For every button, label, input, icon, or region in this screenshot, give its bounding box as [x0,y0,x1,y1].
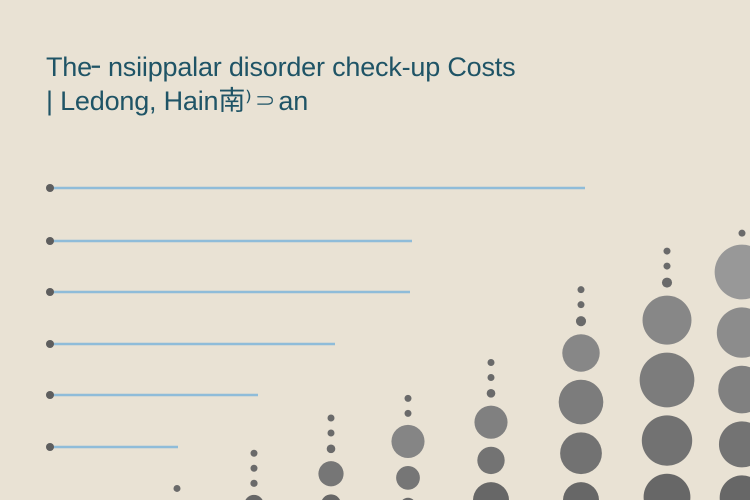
bubble-col-5-1 [402,497,414,500]
gridline-start-dot [46,443,54,451]
bubble-col-9-4 [716,307,750,358]
bubble-col-4-1 [321,494,341,500]
bubble-col-5-3 [391,424,425,458]
bubble-col-3-2 [250,479,258,487]
gridline-start-dot [46,340,54,348]
bubble-col-8-2 [641,415,693,466]
gridline-start-dot [46,237,54,245]
bubble-col-4-2 [318,461,344,487]
bubble-col-5-2 [396,465,420,490]
bubble-col-6-2 [477,446,505,475]
bubble-col-7-6 [577,301,585,309]
gridline-start-dot [46,184,54,192]
bubble-col-8-4 [642,295,692,345]
bubble-col-3-1 [245,494,263,500]
bubble-col-4-5 [327,414,335,422]
bubble-col-8-1 [643,473,691,500]
chart-title-line-1: The╴nsiippalar disorder check-up Costs [46,52,516,82]
bubble-col-8-7 [663,247,671,255]
bubble-col-8-6 [663,262,671,270]
bubble-col-9-5 [714,244,750,300]
bubble-col-4-4 [327,429,335,437]
bubble-col-9-1 [719,475,750,500]
bubble-col-4-3 [326,444,336,454]
gridline-start-dot [46,288,54,296]
bubble-col-9-2 [718,421,750,468]
bubble-col-3-4 [250,449,258,457]
bubble-col-6-4 [486,388,496,398]
chart-title-line-2: | Ledong, Hain南⁾⸧an [46,86,309,116]
bubble-col-6-5 [487,373,495,381]
bubble-col-5-5 [404,394,412,402]
bubble-col-8-5 [661,277,673,288]
bubble-col-2-2 [173,484,181,492]
bubble-col-7-5 [575,316,587,327]
bubble-col-6-1 [473,482,509,500]
bubble-col-6-3 [474,405,508,439]
bubble-col-7-7 [577,286,585,294]
bubble-col-7-3 [558,379,604,425]
bubble-col-3-3 [250,464,258,472]
gridline-start-dot [46,391,54,399]
chart-title: The╴nsiippalar disorder check-up Costs |… [46,50,516,118]
bubble-col-8-3 [639,352,695,408]
bubble-col-5-4 [404,409,412,417]
bubble-col-7-4 [562,334,600,372]
bubble-col-9-6 [738,229,746,237]
bubble-col-6-6 [487,358,495,366]
bubble-col-7-2 [560,432,602,475]
bubble-col-9-3 [718,365,750,414]
bubble-col-7-1 [563,482,599,500]
